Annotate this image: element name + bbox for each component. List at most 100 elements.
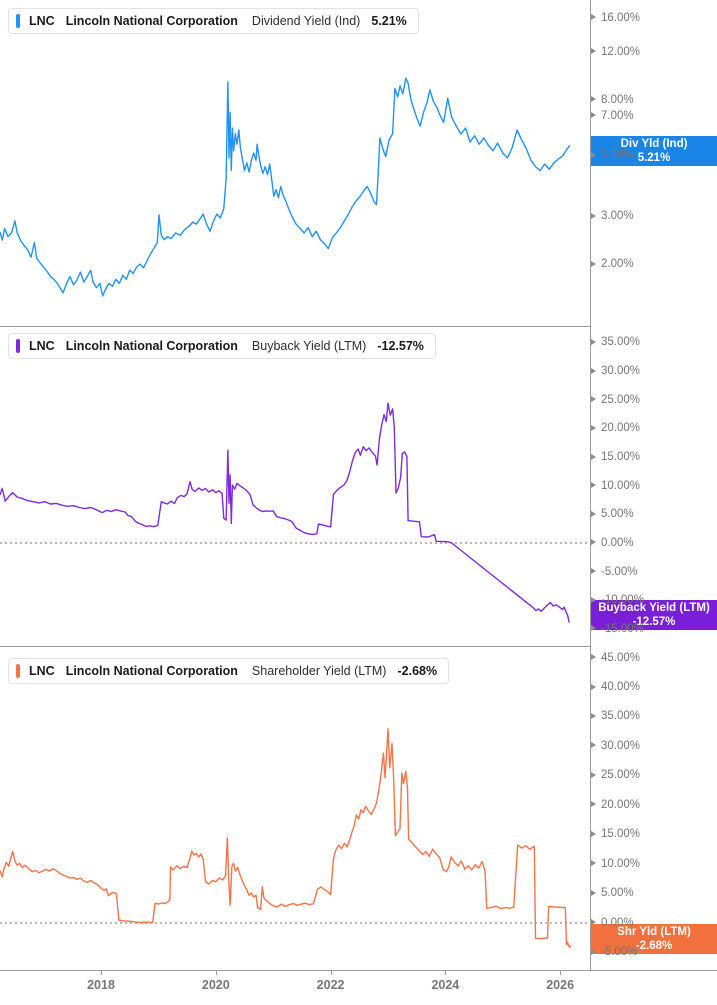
badge-value: 5.21%: [637, 151, 671, 164]
x-tick-label: 2018: [87, 978, 115, 992]
y-tick-arrow-icon: [591, 151, 596, 158]
y-tick-arrow-icon: [591, 801, 596, 808]
x-tick: [330, 970, 332, 975]
y-tick-arrow-icon: [591, 830, 596, 837]
y-tick-label: -5.00%: [601, 565, 638, 578]
legend-metric: Buyback Yield (LTM): [251, 339, 367, 353]
y-tick-arrow-icon: [591, 625, 596, 632]
y-tick-arrow-icon: [591, 860, 596, 867]
legend-value: -12.57%: [377, 339, 424, 353]
x-axis-line: [0, 970, 717, 971]
y-tick-arrow-icon: [591, 889, 596, 896]
y-tick-arrow-icon: [591, 96, 596, 103]
y-tick-label: 35.00%: [601, 336, 641, 349]
y-tick-label: 0.00%: [601, 536, 634, 549]
x-tick: [101, 970, 102, 975]
y-tick-arrow-icon: [591, 510, 596, 517]
y-tick-label: 30.00%: [601, 739, 641, 752]
dividend_yield-last-value-badge: Div Yld (Ind) 5.21%: [591, 135, 717, 166]
y-tick-label: 15.00%: [601, 451, 641, 464]
y-tick-label: 0.00%: [601, 916, 634, 929]
y-tick-label: 10.00%: [601, 857, 641, 870]
y-tick-arrow-icon: [591, 596, 596, 603]
y-axis-line: [590, 0, 591, 970]
y-tick-arrow-icon: [591, 48, 596, 55]
y-tick-arrow-icon: [591, 568, 596, 575]
y-tick-arrow-icon: [591, 683, 596, 690]
x-tick-label: 2026: [546, 978, 575, 992]
y-tick-arrow-icon: [591, 654, 596, 660]
y-tick-label: -15.00%: [601, 622, 644, 635]
badge-value: -2.68%: [635, 939, 673, 952]
panel-divider: [0, 646, 590, 647]
legend-ticker: LNC: [29, 664, 55, 678]
buyback_yield-series-line: [0, 402, 570, 623]
shareholder_yield-line-chart[interactable]: [0, 646, 590, 970]
legend-value: 5.21%: [371, 14, 407, 28]
y-tick-arrow-icon: [591, 367, 596, 374]
buyback_yield-line-chart[interactable]: [0, 326, 590, 646]
y-tick-label: 7.00%: [601, 109, 634, 122]
y-tick-label: 30.00%: [601, 365, 641, 378]
y-tick-arrow-icon: [591, 948, 596, 955]
legend-buyback-yield[interactable]: LNC Lincoln National Corporation Buyback…: [8, 333, 436, 359]
y-tick-label: -10.00%: [601, 594, 644, 607]
dividend_yield-line-chart[interactable]: [0, 0, 590, 326]
y-tick-label: 20.00%: [601, 422, 641, 435]
y-tick-label: 45.00%: [601, 651, 641, 664]
y-tick-arrow-icon: [591, 742, 596, 749]
x-tick: [560, 970, 562, 975]
y-tick-arrow-icon: [591, 712, 596, 719]
legend-ticker: LNC: [29, 339, 55, 353]
badge-metric-label: Shr Yld (LTM): [617, 925, 691, 938]
y-tick-arrow-icon: [591, 453, 596, 460]
y-tick-label: 5.00%: [601, 887, 634, 900]
legend-metric: Dividend Yield (Ind): [251, 14, 361, 28]
x-tick-label: 2024: [431, 978, 460, 992]
badge-metric-label: Buyback Yield (LTM): [598, 602, 710, 614]
dividend_yield-series-line: [0, 77, 571, 297]
shareholder_yield-series-line: [0, 728, 572, 948]
y-tick-label: 25.00%: [601, 769, 641, 782]
legend-color-bar: [16, 664, 20, 678]
legend-company: Lincoln National Corporation: [65, 664, 238, 678]
legend-company: Lincoln National Corporation: [65, 14, 238, 28]
legend-metric: Shareholder Yield (LTM): [251, 664, 387, 678]
y-tick-arrow-icon: [591, 212, 596, 219]
y-tick-label: 2.00%: [601, 258, 634, 271]
y-tick-label: 5.00%: [601, 508, 634, 521]
legend-ticker: LNC: [29, 14, 55, 28]
shareholder_yield-last-value-badge: Shr Yld (LTM) -2.68%: [591, 923, 717, 954]
y-tick-label: 5.00%: [601, 149, 634, 162]
y-tick-label: 25.00%: [601, 393, 641, 406]
x-tick: [445, 970, 447, 975]
x-tick: [215, 970, 217, 975]
panel-divider: [0, 326, 590, 327]
y-tick-arrow-icon: [591, 771, 596, 778]
y-tick-arrow-icon: [591, 539, 596, 546]
badge-metric-label: Div Yld (Ind): [620, 137, 688, 150]
legend-color-bar: [16, 339, 20, 353]
badge-value: -12.57%: [632, 616, 676, 628]
y-tick-arrow-icon: [591, 112, 596, 119]
y-tick-arrow-icon: [591, 482, 596, 489]
y-tick-label: 20.00%: [601, 798, 641, 811]
legend-color-bar: [16, 14, 20, 28]
legend-value: -2.68%: [397, 664, 438, 678]
legend-dividend-yield[interactable]: LNC Lincoln National Corporation Dividen…: [8, 8, 419, 34]
y-tick-label: -5.00%: [601, 946, 638, 959]
y-tick-label: 16.00%: [601, 11, 641, 24]
buyback_yield-last-value-badge: Buyback Yield (LTM) -12.57%: [591, 600, 717, 630]
legend-shareholder-yield[interactable]: LNC Lincoln National Corporation Shareho…: [8, 658, 450, 684]
y-tick-arrow-icon: [591, 396, 596, 403]
y-tick-arrow-icon: [591, 424, 596, 431]
x-tick-label: 2022: [316, 978, 345, 992]
y-tick-arrow-icon: [591, 338, 596, 345]
y-tick-label: 15.00%: [601, 828, 641, 841]
y-tick-label: 40.00%: [601, 681, 641, 693]
y-tick-label: 3.00%: [601, 210, 634, 223]
y-tick-label: 35.00%: [601, 710, 641, 723]
y-tick-label: 8.00%: [601, 93, 634, 106]
x-tick-label: 2020: [201, 978, 230, 992]
